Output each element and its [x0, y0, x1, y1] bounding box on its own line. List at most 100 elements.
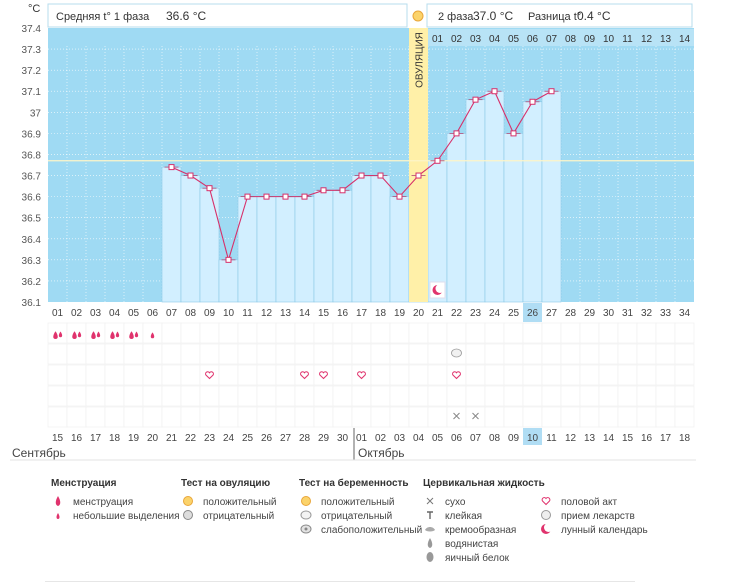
- symbol-cell: [66, 364, 87, 386]
- symbol-cell: [218, 343, 239, 365]
- symbol-cell: [408, 364, 429, 386]
- cycle-day-label: 34: [679, 308, 691, 319]
- month-label: Октябрь: [358, 446, 405, 460]
- cloud-icon: [451, 348, 462, 358]
- cycle-day-label: 17: [356, 308, 368, 319]
- phase2-day-label: 04: [489, 34, 501, 45]
- symbol-cell: [313, 406, 334, 428]
- symbol-cell: [313, 343, 334, 365]
- temperature-point: [491, 88, 498, 95]
- calendar-date-label: 17: [90, 433, 102, 444]
- symbol-cell: [427, 406, 448, 428]
- y-tick-label: 36.7: [22, 172, 42, 183]
- legend-title: Тест на беременность: [299, 478, 409, 489]
- symbol-cell: [332, 322, 353, 344]
- symbol-cell: [655, 322, 676, 344]
- phase2-value: 37.0 °C: [473, 9, 513, 23]
- symbol-cell: [446, 364, 467, 386]
- drop-icon: [91, 331, 96, 339]
- symbol-cell: [370, 322, 391, 344]
- symbol-cell: [85, 322, 106, 344]
- temperature-bar: [237, 196, 258, 303]
- symbol-cell: [256, 385, 277, 407]
- symbol-cell: [636, 406, 657, 428]
- legend-label: лунный календарь: [561, 524, 648, 536]
- symbol-cell: [370, 364, 391, 386]
- heart-icon: [539, 496, 553, 509]
- symbol-cell: [655, 364, 676, 386]
- temperature-bar: [180, 175, 201, 303]
- symbol-cell: [275, 364, 296, 386]
- symbol-cell: [522, 406, 543, 428]
- symbol-cell: [579, 322, 600, 344]
- phase2-day-label: 09: [584, 34, 596, 45]
- symbol-cell: [294, 343, 315, 365]
- symbol-cell: [427, 385, 448, 407]
- temperature-line: [164, 88, 559, 263]
- temperature-bar: [484, 90, 505, 303]
- current-date-highlight: [523, 428, 542, 445]
- temperature-point: [529, 98, 536, 105]
- diff-value: 0.4 °C: [577, 9, 611, 23]
- symbol-cell: [313, 364, 334, 386]
- cycle-day-label: 19: [394, 308, 406, 319]
- calendar-date-label: 29: [318, 433, 330, 444]
- cycle-day-label: 29: [584, 308, 596, 319]
- legend-label: водянистая: [445, 538, 499, 550]
- temperature-bar: [522, 101, 543, 303]
- calendar-date-label: 19: [128, 433, 140, 444]
- legend-label: небольшие выделения: [73, 510, 180, 522]
- symbol-cell: [655, 385, 676, 407]
- temperature-point: [339, 187, 346, 194]
- cycle-day-label: 30: [603, 308, 615, 319]
- symbol-cell: [389, 322, 410, 344]
- temperature-point: [377, 172, 384, 179]
- symbol-cell: [389, 343, 410, 365]
- legend-label: отрицательный: [203, 510, 275, 522]
- symbol-cell: [408, 322, 429, 344]
- cycle-day-label: 28: [565, 308, 577, 319]
- calendar-date-label: 07: [470, 433, 482, 444]
- temperature-bar: [313, 189, 334, 303]
- symbol-cell: [636, 322, 657, 344]
- temperature-point: [434, 157, 441, 164]
- symbol-cell: [180, 385, 201, 407]
- symbol-cell: [617, 406, 638, 428]
- phase2-day-row: 01 02 03 04 05 06 07 08 09 10 11 12 13 14: [428, 29, 694, 46]
- cycle-day-label: 09: [204, 308, 216, 319]
- symbol-cell: [142, 406, 163, 428]
- legend-label: прием лекарств: [561, 510, 635, 522]
- temperature-bar: [389, 196, 410, 303]
- symbol-cell: [579, 364, 600, 386]
- temperature-point: [396, 193, 403, 200]
- symbol-cell: [617, 364, 638, 386]
- symbol-cell: [142, 385, 163, 407]
- symbol-cell: [47, 322, 68, 344]
- phase2-label: 2 фаза: [438, 11, 474, 23]
- symbol-cell: [446, 322, 467, 344]
- cross-icon: [472, 412, 479, 420]
- symbol-cell: [47, 406, 68, 428]
- symbol-cell: [636, 364, 657, 386]
- symbol-cell: [294, 364, 315, 386]
- symbol-cell: [237, 364, 258, 386]
- symbol-cell: [560, 385, 581, 407]
- symbol-cell: [332, 343, 353, 365]
- symbol-cell: [275, 322, 296, 344]
- legend-label: кремообразная: [445, 524, 517, 536]
- symbol-cell: [541, 385, 562, 407]
- symbol-cell: [351, 322, 372, 344]
- symbol-cell: [294, 322, 315, 344]
- symbol-cell: [123, 406, 144, 428]
- y-tick-label: 37.1: [22, 87, 42, 98]
- y-axis: 36.1 36.2 36.3 36.4 36.5 36.6 36.7 36.8 36.9 37 37…: [22, 24, 42, 309]
- calendar-date-label: 17: [660, 433, 672, 444]
- legend-column: Цервикальная жидкость сухо клейкая кремообр…: [423, 478, 545, 565]
- phase2-row-background: [428, 29, 694, 46]
- drop-icon: [53, 331, 58, 339]
- cycle-day-label: 13: [280, 308, 292, 319]
- symbol-cell: [655, 406, 676, 428]
- cycle-day-label: 04: [109, 308, 121, 319]
- cycle-day-label: 15: [318, 308, 330, 319]
- calendar-date-label: 18: [679, 433, 691, 444]
